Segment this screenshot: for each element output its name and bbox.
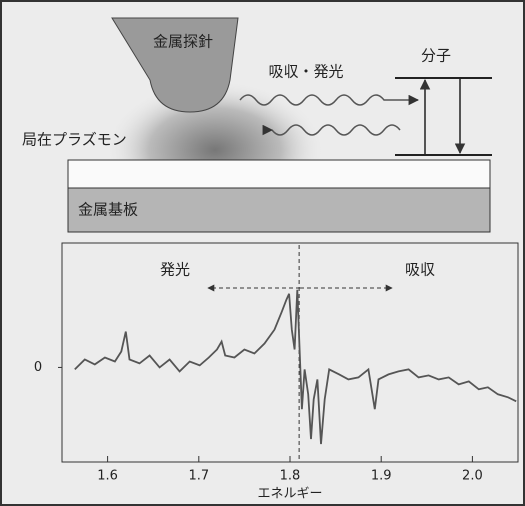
frame [1,1,524,505]
process-label: 吸収・発光 [268,63,343,81]
gap-layer [68,160,490,188]
substrate-label: 金属基板 [78,201,138,219]
x-tick-label: 1.9 [371,469,392,484]
x-tick-label: 1.6 [97,469,118,484]
x-tick-label: 1.7 [188,469,209,484]
annotation-left: 発光 [160,261,190,279]
molecule-label: 分子 [421,47,451,65]
x-tick-label: 1.8 [280,469,301,484]
page: 金属探針 吸収・発光 分子 局在プラズモン 金属基板 エネルギー 発光 吸収 1… [0,0,525,506]
x-tick-label: 2.0 [462,469,483,484]
x-axis-label: エネルギー [257,487,322,502]
y-tick-label: 0 [34,360,42,375]
plasmon-label: 局在プラズモン [22,131,127,149]
annotation-right: 吸収 [405,261,435,279]
tip-label: 金属探針 [153,33,213,51]
figure: 金属探針 吸収・発光 分子 局在プラズモン 金属基板 エネルギー 発光 吸収 1… [0,0,525,506]
